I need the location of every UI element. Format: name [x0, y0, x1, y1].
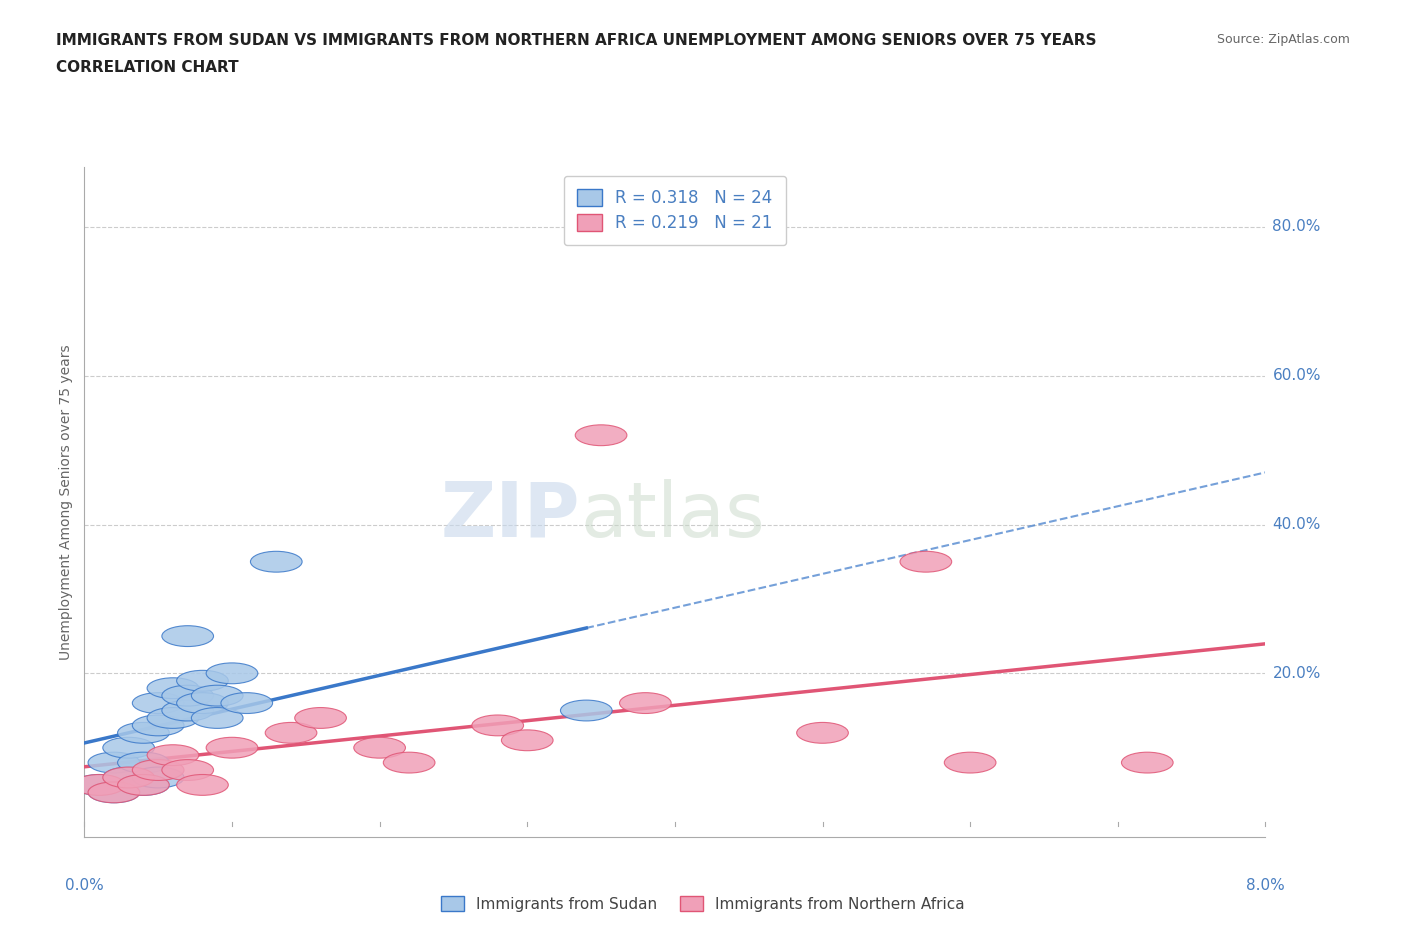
- Y-axis label: Unemployment Among Seniors over 75 years: Unemployment Among Seniors over 75 years: [59, 344, 73, 660]
- Ellipse shape: [472, 715, 523, 736]
- Ellipse shape: [191, 708, 243, 728]
- Text: 8.0%: 8.0%: [1246, 878, 1285, 893]
- Ellipse shape: [103, 767, 155, 788]
- Ellipse shape: [384, 752, 434, 773]
- Ellipse shape: [118, 752, 169, 773]
- Legend: R = 0.318   N = 24, R = 0.219   N = 21: R = 0.318 N = 24, R = 0.219 N = 21: [564, 176, 786, 246]
- Text: 80.0%: 80.0%: [1272, 219, 1320, 234]
- Ellipse shape: [89, 752, 139, 773]
- Text: Source: ZipAtlas.com: Source: ZipAtlas.com: [1216, 33, 1350, 46]
- Ellipse shape: [177, 775, 228, 795]
- Ellipse shape: [132, 693, 184, 713]
- Ellipse shape: [502, 730, 553, 751]
- Ellipse shape: [191, 685, 243, 706]
- Text: atlas: atlas: [581, 479, 765, 552]
- Ellipse shape: [561, 700, 612, 721]
- Ellipse shape: [148, 678, 198, 698]
- Ellipse shape: [118, 723, 169, 743]
- Ellipse shape: [73, 775, 125, 795]
- Ellipse shape: [162, 685, 214, 706]
- Ellipse shape: [900, 551, 952, 572]
- Ellipse shape: [148, 708, 198, 728]
- Text: 60.0%: 60.0%: [1272, 368, 1320, 383]
- Ellipse shape: [103, 767, 155, 788]
- Ellipse shape: [89, 782, 139, 803]
- Legend: Immigrants from Sudan, Immigrants from Northern Africa: Immigrants from Sudan, Immigrants from N…: [434, 889, 972, 918]
- Text: ZIP: ZIP: [441, 479, 581, 552]
- Ellipse shape: [250, 551, 302, 572]
- Ellipse shape: [162, 626, 214, 646]
- Ellipse shape: [118, 775, 169, 795]
- Ellipse shape: [132, 715, 184, 736]
- Ellipse shape: [148, 745, 198, 765]
- Ellipse shape: [132, 767, 184, 788]
- Ellipse shape: [132, 760, 184, 780]
- Ellipse shape: [207, 663, 257, 684]
- Text: CORRELATION CHART: CORRELATION CHART: [56, 60, 239, 75]
- Ellipse shape: [103, 737, 155, 758]
- Ellipse shape: [620, 693, 671, 713]
- Text: 20.0%: 20.0%: [1272, 666, 1320, 681]
- Text: IMMIGRANTS FROM SUDAN VS IMMIGRANTS FROM NORTHERN AFRICA UNEMPLOYMENT AMONG SENI: IMMIGRANTS FROM SUDAN VS IMMIGRANTS FROM…: [56, 33, 1097, 47]
- Ellipse shape: [177, 693, 228, 713]
- Ellipse shape: [89, 782, 139, 803]
- Ellipse shape: [177, 671, 228, 691]
- Ellipse shape: [1122, 752, 1173, 773]
- Ellipse shape: [207, 737, 257, 758]
- Ellipse shape: [162, 700, 214, 721]
- Ellipse shape: [295, 708, 346, 728]
- Text: 40.0%: 40.0%: [1272, 517, 1320, 532]
- Ellipse shape: [266, 723, 316, 743]
- Ellipse shape: [575, 425, 627, 445]
- Ellipse shape: [797, 723, 848, 743]
- Ellipse shape: [162, 760, 214, 780]
- Ellipse shape: [354, 737, 405, 758]
- Text: 0.0%: 0.0%: [65, 878, 104, 893]
- Ellipse shape: [73, 775, 125, 795]
- Ellipse shape: [221, 693, 273, 713]
- Ellipse shape: [118, 775, 169, 795]
- Ellipse shape: [945, 752, 995, 773]
